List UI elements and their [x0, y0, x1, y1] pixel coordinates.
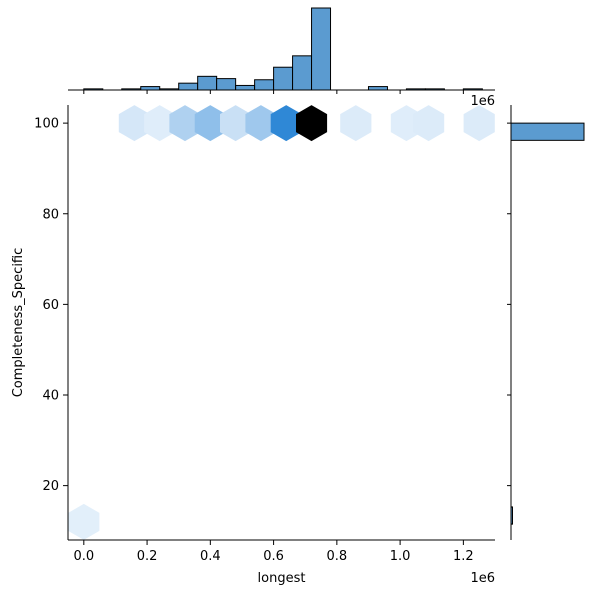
top-histogram-bar	[197, 75, 218, 91]
y-tick-label: 80	[42, 207, 59, 222]
top-histogram-bar	[216, 78, 237, 91]
x-tick-label: 1.0	[390, 549, 411, 564]
y-axis-label: Completeness_Specific	[11, 248, 26, 398]
hexbin-cell	[220, 105, 252, 142]
hexbin-cell	[413, 105, 445, 142]
hexbin-cell	[270, 105, 302, 142]
top-histogram-bar	[235, 84, 256, 91]
x-tick-label: 0.8	[327, 549, 348, 564]
x-tick-label: 0.0	[73, 549, 94, 564]
right-histogram-bar	[510, 122, 585, 141]
top-histogram-bar	[292, 55, 313, 91]
y-tick-label: 60	[42, 298, 59, 313]
joint-plot-area: 0.0 0.2 0.4 0.6 0.8 1.0 1.2 20 40 60 80 100	[34, 105, 495, 564]
hexbin-cell	[194, 105, 226, 142]
x-tick-label: 0.2	[137, 549, 158, 564]
hexbin-cell	[245, 105, 277, 142]
hexbin-cell	[144, 105, 176, 142]
top-histogram-bar	[140, 86, 161, 91]
top-histogram-bar	[254, 79, 275, 91]
top-marginal-offset-label: 1e6	[470, 94, 495, 109]
y-tick-label: 20	[42, 479, 59, 494]
top-histogram-bar	[178, 82, 199, 91]
top-marginal-histogram	[68, 7, 495, 94]
y-tick-label: 40	[42, 389, 59, 404]
hexbin-cell	[169, 105, 201, 142]
hexbin-cell	[118, 105, 150, 142]
hexbin-cell	[463, 105, 495, 142]
x-tick-label: 1.2	[453, 549, 474, 564]
x-axis-offset-label: 1e6	[470, 571, 495, 586]
hexbin-cell	[68, 503, 100, 540]
top-histogram-bar	[311, 7, 332, 91]
hexbin-cell	[296, 105, 328, 142]
y-tick-label: 100	[34, 117, 59, 132]
x-tick-label: 0.4	[200, 549, 221, 564]
x-axis-label: longest	[258, 571, 306, 586]
top-histogram-bar	[367, 86, 388, 91]
hexbin-cell	[340, 105, 372, 142]
right-marginal-histogram	[507, 105, 585, 540]
x-tick-label: 0.6	[263, 549, 284, 564]
top-histogram-bar	[273, 66, 294, 91]
